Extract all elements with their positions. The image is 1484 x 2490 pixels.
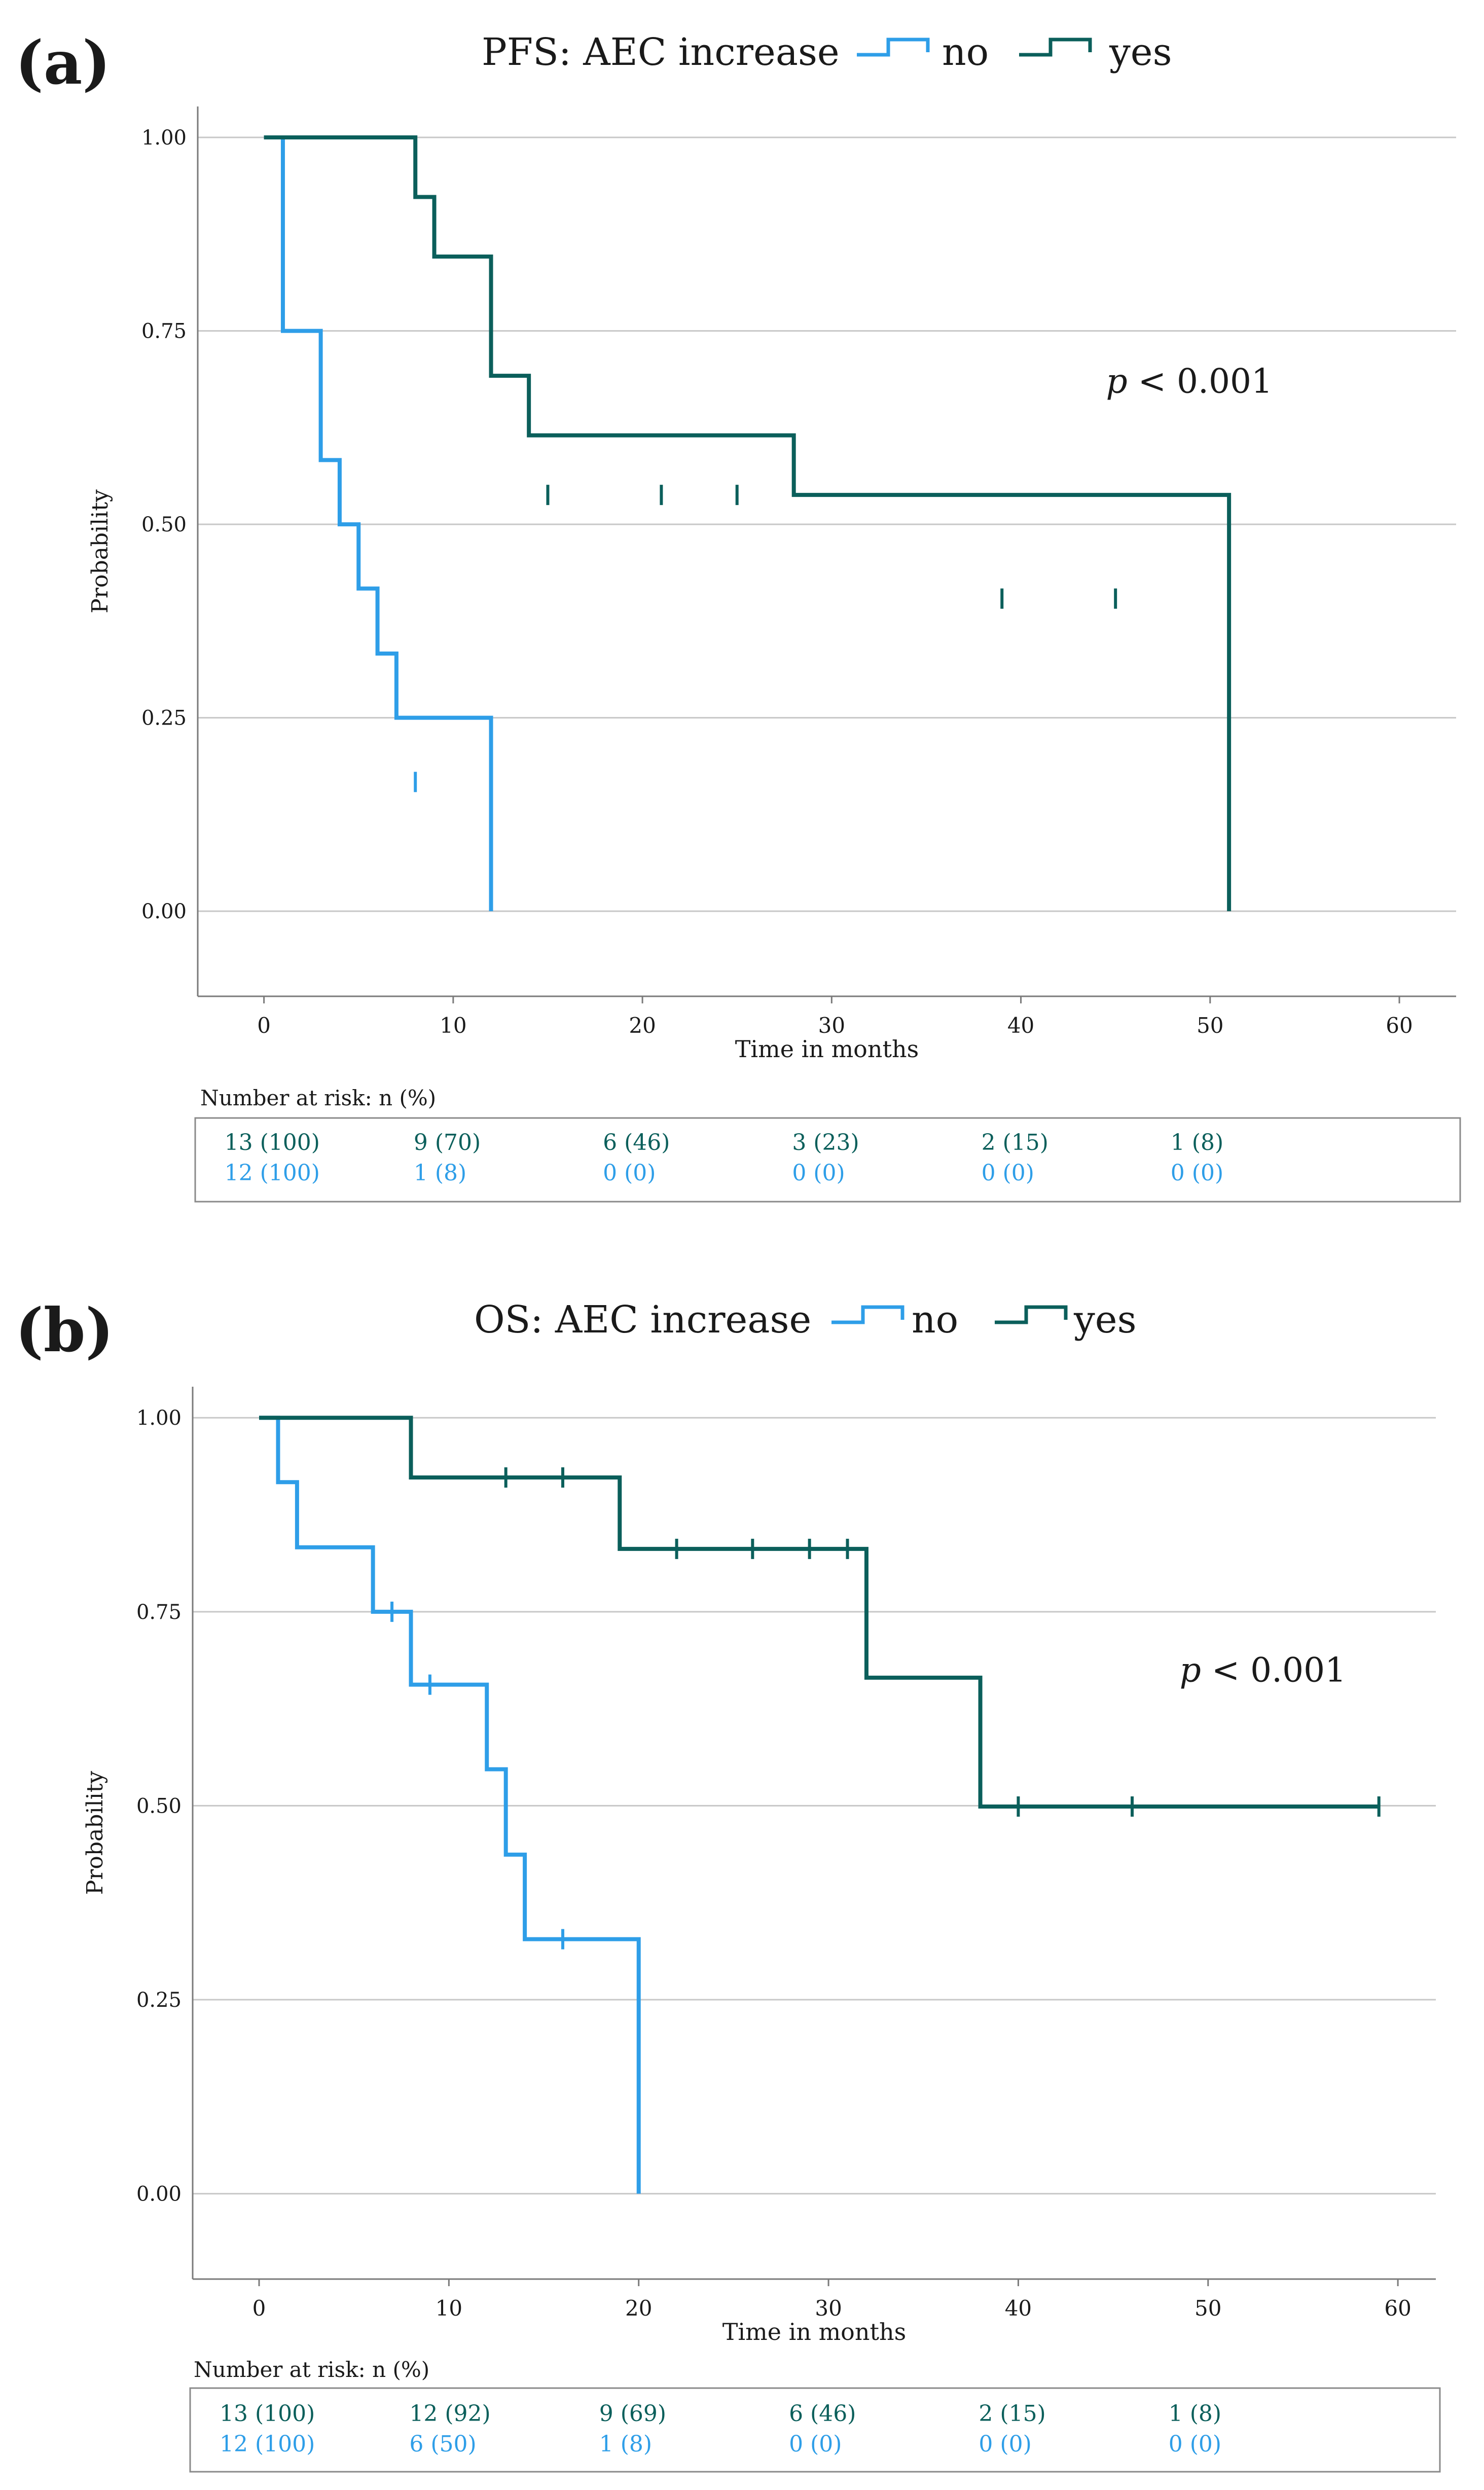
risk-table-box	[194, 1117, 1461, 1203]
risk-cell-yes: 13 (100)	[220, 2401, 315, 2427]
x-tick-label: 10	[440, 1013, 466, 1038]
legend-swatch-no	[831, 1305, 904, 1324]
y-tick-label: 0.00	[141, 900, 187, 923]
risk-cell-yes: 3 (23)	[792, 1130, 859, 1156]
risk-cell-no: 0 (0)	[1171, 1160, 1223, 1186]
legend-swatch-yes	[1019, 38, 1092, 57]
chart-title: PFS: AEC increase	[482, 30, 840, 74]
p-value-annotation: p < 0.001	[1180, 1651, 1346, 1690]
risk-cell-no: 1 (8)	[414, 1160, 466, 1186]
risk-cell-no: 0 (0)	[982, 1160, 1034, 1186]
legend-swatch-yes	[995, 1305, 1068, 1324]
y-tick-label: 0.50	[136, 1794, 182, 1818]
risk-cell-yes: 6 (46)	[603, 1130, 670, 1156]
risk-cell-yes: 13 (100)	[225, 1130, 320, 1156]
x-tick-label: 50	[1195, 2296, 1221, 2321]
risk-cell-yes: 1 (8)	[1169, 2401, 1221, 2427]
legend-label-no: no	[942, 30, 989, 74]
risk-cell-no: 1 (8)	[599, 2431, 652, 2457]
risk-cell-yes: 2 (15)	[979, 2401, 1045, 2427]
y-axis-label: Probability	[82, 1771, 108, 1895]
x-tick-label: 0	[252, 2296, 266, 2321]
km-curve-yes	[259, 1416, 1379, 1809]
x-tick-label: 0	[257, 1013, 271, 1038]
legend-label-yes: yes	[1109, 30, 1172, 74]
p-value-annotation: p < 0.001	[1106, 362, 1273, 401]
risk-table-label: Number at risk: n (%)	[194, 2357, 429, 2382]
y-tick-label: 1.00	[141, 126, 187, 150]
legend-swatch-no	[857, 38, 930, 57]
chart-panel-a: (a) PFS: AEC increase no yes 0.00 0.25 0.50 0.7…	[15, 27, 1461, 1203]
x-tick-label: 10	[436, 2296, 462, 2321]
y-tick-label: 0.00	[136, 2183, 182, 2206]
x-tick-label: 40	[1007, 1013, 1034, 1038]
y-tick-label: 0.25	[136, 1989, 182, 2012]
chart-title: OS: AEC increase	[474, 1298, 811, 1342]
risk-cell-no: 0 (0)	[1169, 2431, 1221, 2457]
x-tick-label: 60	[1384, 2296, 1411, 2321]
legend-label-no: no	[912, 1298, 958, 1342]
y-tick-label: 0.25	[141, 707, 187, 730]
x-tick-label: 20	[625, 2296, 652, 2321]
y-axis-label: Probability	[87, 489, 113, 614]
y-tick-label: 0.75	[136, 1601, 182, 1624]
risk-cell-no: 0 (0)	[789, 2431, 842, 2457]
risk-cell-yes: 2 (15)	[982, 1130, 1048, 1156]
chart-panel-b: (b) OS: AEC increase no yes 0.00 0.25 0.50 0.75…	[15, 1295, 1441, 2473]
x-tick-label: 40	[1005, 2296, 1032, 2321]
p-value-symbol: p	[1106, 362, 1128, 401]
risk-cell-yes: 6 (46)	[789, 2401, 856, 2427]
x-tick-label: 60	[1386, 1013, 1413, 1038]
risk-cell-no: 12 (100)	[220, 2431, 315, 2457]
risk-table-box	[189, 2387, 1441, 2473]
risk-cell-no: 12 (100)	[225, 1160, 320, 1186]
risk-cell-yes: 12 (92)	[409, 2401, 490, 2427]
x-axis-label: Time in months	[722, 2318, 906, 2345]
x-tick-label: 30	[818, 1013, 845, 1038]
risk-cell-no: 0 (0)	[979, 2431, 1031, 2457]
panel-label: (a)	[15, 27, 111, 98]
risk-cell-no: 6 (50)	[409, 2431, 476, 2457]
risk-cell-no: 0 (0)	[792, 1160, 845, 1186]
km-curve-no	[259, 1416, 641, 2194]
p-value-symbol: p	[1180, 1651, 1201, 1690]
risk-cell-yes: 9 (69)	[599, 2401, 666, 2427]
risk-cell-no: 0 (0)	[603, 1160, 656, 1186]
km-curve-no	[264, 135, 493, 912]
km-curve-yes	[264, 135, 1232, 912]
p-value-text: < 0.001	[1128, 362, 1273, 401]
x-tick-label: 50	[1197, 1013, 1223, 1038]
panel-label: (b)	[15, 1295, 114, 1365]
risk-cell-yes: 9 (70)	[414, 1130, 481, 1156]
p-value-text: < 0.001	[1201, 1651, 1346, 1690]
x-tick-label: 20	[629, 1013, 656, 1038]
y-tick-label: 0.75	[141, 320, 187, 343]
risk-table-label: Number at risk: n (%)	[200, 1086, 436, 1110]
risk-cell-yes: 1 (8)	[1171, 1130, 1223, 1156]
y-tick-label: 1.00	[136, 1406, 182, 1430]
x-axis-label: Time in months	[735, 1035, 919, 1063]
y-tick-label: 0.50	[141, 513, 187, 536]
x-tick-label: 30	[815, 2296, 842, 2321]
legend-label-yes: yes	[1073, 1298, 1137, 1342]
